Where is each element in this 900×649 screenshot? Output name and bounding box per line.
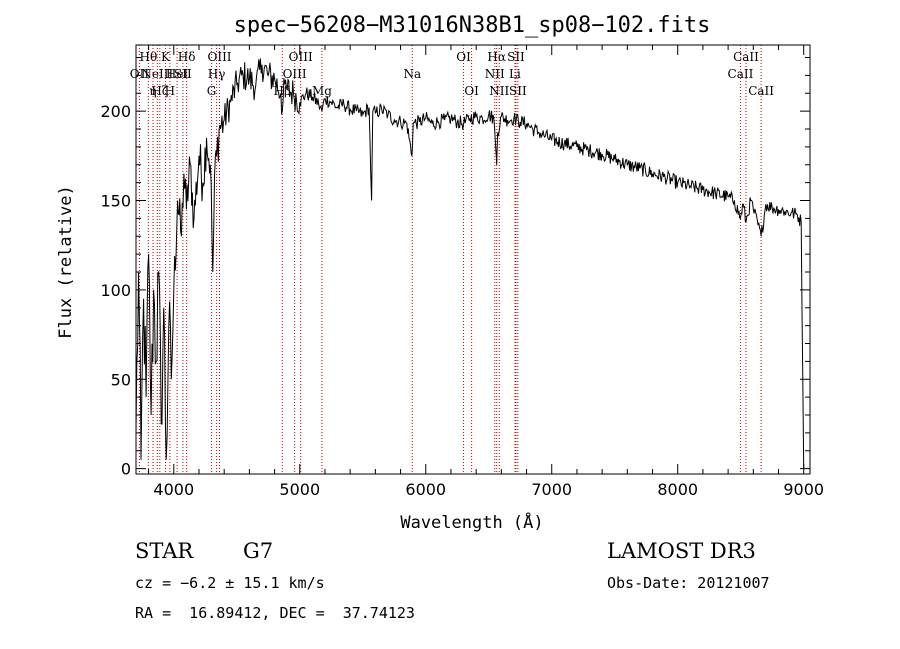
obs-date: Obs-Date: 20121007 bbox=[607, 574, 770, 592]
line-label: H bbox=[165, 84, 175, 98]
y-tick-label: 150 bbox=[100, 192, 131, 211]
x-tick-label: 6000 bbox=[405, 480, 446, 499]
object-class: STAR bbox=[135, 539, 194, 563]
line-label: OI bbox=[464, 84, 479, 98]
x-axis-label: Wavelength (Å) bbox=[400, 511, 543, 533]
x-axis: 4000 5000 6000 7000 8000 9000 bbox=[148, 45, 824, 499]
coordinates: RA = 16.89412, DEC = 37.74123 bbox=[135, 604, 415, 622]
x-tick-label: 4000 bbox=[153, 480, 194, 499]
y-axis-label: Flux (relative) bbox=[56, 185, 76, 339]
line-label: OII bbox=[130, 67, 150, 81]
line-label: Hγ bbox=[208, 67, 226, 81]
line-labels: OIIHθηNeIIIHζKHHeISIIHδGHγOIIIHβOIIIOIII… bbox=[130, 50, 775, 98]
x-tick-label: 8000 bbox=[657, 480, 698, 499]
line-label: SII bbox=[507, 50, 525, 64]
line-label: SII bbox=[509, 84, 527, 98]
x-tick-label: 9000 bbox=[783, 480, 824, 499]
line-label: NII bbox=[489, 84, 509, 98]
redshift-text: cz = −6.2 ± 15.1 km/s bbox=[135, 574, 325, 592]
line-label: SII bbox=[174, 67, 192, 81]
line-label: OIII bbox=[207, 50, 231, 64]
object-subclass: G7 bbox=[243, 539, 274, 563]
line-label: CaII bbox=[748, 84, 774, 98]
plot-frame bbox=[135, 44, 811, 475]
y-axis: 0 50 100 150 200 bbox=[100, 57, 810, 479]
line-markers bbox=[138, 45, 762, 474]
line-label: CaII bbox=[728, 67, 754, 81]
x-tick-label: 7000 bbox=[531, 480, 572, 499]
line-label: OIII bbox=[289, 50, 313, 64]
line-label: Hα bbox=[487, 50, 506, 64]
line-label: HeI bbox=[166, 67, 189, 81]
line-label: G bbox=[207, 84, 217, 98]
line-label: Hθ bbox=[139, 50, 157, 64]
x-tick-label: 5000 bbox=[279, 480, 320, 499]
line-label: η bbox=[149, 84, 156, 98]
y-tick-label: 200 bbox=[100, 102, 131, 121]
spectrum-line bbox=[135, 58, 805, 469]
line-label: Hδ bbox=[178, 50, 196, 64]
line-label: Li bbox=[509, 67, 521, 81]
y-tick-label: 100 bbox=[100, 281, 131, 300]
y-tick-label: 50 bbox=[111, 370, 131, 389]
survey-name: LAMOST DR3 bbox=[607, 539, 756, 563]
line-label: OI bbox=[456, 50, 471, 64]
line-label: OIII bbox=[283, 67, 307, 81]
line-label: NeIII bbox=[141, 67, 173, 81]
line-label: CaII bbox=[733, 50, 759, 64]
chart-title: spec−56208−M31016N38B1_sp08−102.fits bbox=[234, 13, 711, 38]
line-label: Na bbox=[403, 67, 421, 81]
line-label: NII bbox=[485, 67, 505, 81]
line-label: Mg bbox=[312, 84, 332, 98]
line-label: Hζ bbox=[151, 84, 168, 98]
y-tick-label: 0 bbox=[121, 460, 131, 479]
line-label: K bbox=[161, 50, 171, 64]
